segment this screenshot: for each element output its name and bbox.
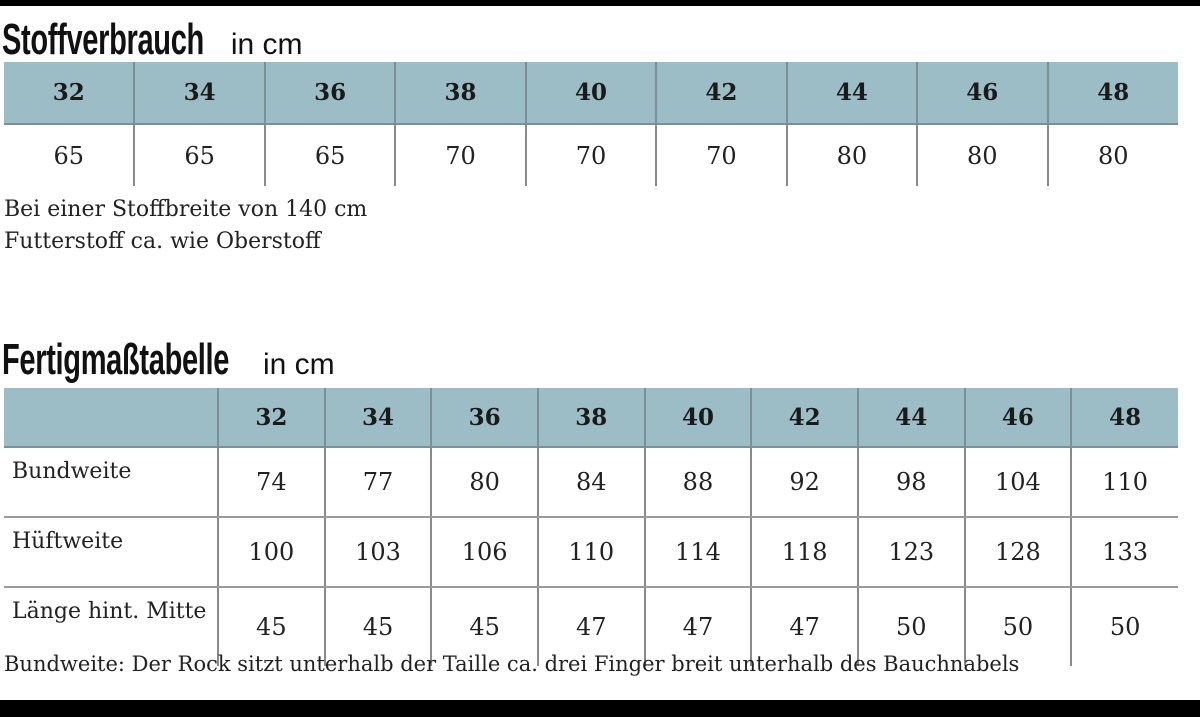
measurement-cell: 92 [751, 447, 859, 518]
fabric-width-note: Bei einer Stoffbreite von 140 cm [4, 197, 368, 222]
table-row: Hüftweite 100 103 106 110 114 118 123 12… [4, 517, 1178, 588]
size-header-cell: 48 [1071, 388, 1178, 448]
measurement-cell: 133 [1071, 517, 1178, 588]
measurement-cell: 80 [431, 447, 539, 518]
table-row: Bundweite 74 77 80 84 88 92 98 104 110 [4, 447, 1178, 518]
measurement-cell: 88 [644, 447, 753, 518]
measurement-cell: 84 [537, 447, 646, 518]
measurement-cell: 74 [218, 447, 326, 518]
measurement-cell: 103 [324, 517, 433, 588]
bottom-border-bar [0, 700, 1200, 717]
size-header-cell: 46 [917, 62, 1049, 125]
measurement-cell: 110 [537, 517, 646, 588]
size-header-cell: 38 [395, 62, 527, 125]
fabric-usage-cell: 65 [264, 124, 397, 186]
row-label: Länge hint. Mitte [4, 587, 219, 666]
row-label: Hüftweite [4, 517, 219, 588]
measurement-cell: 47 [644, 587, 753, 666]
fabric-usage-title: Stoffverbrauch [2, 15, 204, 64]
fabric-usage-unit: in cm [230, 28, 303, 61]
size-header-cell: 38 [537, 388, 646, 448]
fabric-usage-cell: 80 [1097, 141, 1129, 170]
fabric-usage-row: 65 65 65 70 70 70 80 80 80 [4, 124, 1178, 186]
measurement-cell: 50 [964, 587, 1073, 666]
corner-header-cell [4, 388, 219, 448]
lining-note: Futterstoff ca. wie Oberstoff [4, 229, 321, 254]
size-header-cell: 44 [786, 62, 919, 125]
size-header-cell: 42 [751, 388, 859, 448]
measurement-cell: 45 [218, 587, 326, 666]
size-header-cell: 36 [264, 62, 397, 125]
measurement-cell: 47 [751, 587, 859, 666]
fabric-usage-cell: 65 [4, 124, 136, 186]
size-header-cell: 36 [431, 388, 539, 448]
size-header-cell: 32 [4, 62, 136, 125]
top-border-bar [0, 0, 1200, 6]
measurement-cell: 50 [1109, 613, 1141, 641]
size-header-cell: 34 [134, 62, 266, 125]
measurement-cell: 104 [964, 447, 1073, 518]
measurement-cell: 110 [1071, 447, 1178, 518]
measurement-cell: 50 [857, 587, 966, 666]
measurements-size-header-row: 32 34 36 38 40 42 44 46 48 [4, 388, 1178, 448]
fabric-usage-cell: 70 [656, 124, 788, 186]
waistband-footnote: Bundweite: Der Rock sitzt unterhalb der … [4, 652, 1020, 676]
size-header-cell: 32 [218, 388, 326, 448]
measurements-heading: Fertigmaßtabelle in cm [2, 338, 335, 382]
measurement-cell: 118 [751, 517, 859, 588]
measurement-cell: 106 [431, 517, 539, 588]
fabric-size-header-row: 32 34 36 38 40 42 44 46 48 [4, 62, 1178, 125]
measurement-cell: 100 [218, 517, 326, 588]
measurement-cell: 45 [324, 587, 433, 666]
size-header-cell: 34 [324, 388, 433, 448]
fabric-usage-cell: 65 [134, 124, 266, 186]
measurement-cell: 45 [431, 587, 539, 666]
size-header-cell: 48 [1047, 62, 1178, 125]
fabric-usage-cell: 70 [395, 124, 527, 186]
size-header-cell: 40 [644, 388, 753, 448]
table-row: Länge hint. Mitte 45 45 45 47 47 47 50 5… [4, 587, 1178, 666]
measurement-cell: 123 [857, 517, 966, 588]
row-label: Bundweite [4, 447, 219, 518]
size-header-cell: 44 [857, 388, 966, 448]
size-header-cell: 40 [525, 62, 658, 125]
fabric-usage-table: 32 34 36 38 40 42 44 46 48 65 65 65 70 7… [4, 62, 1178, 186]
measurement-cell: 77 [324, 447, 433, 518]
measurements-unit: in cm [262, 348, 335, 381]
fabric-usage-heading: Stoffverbrauch in cm [2, 18, 303, 62]
size-header-cell: 46 [964, 388, 1073, 448]
measurement-cell: 128 [964, 517, 1073, 588]
measurement-cell: 114 [644, 517, 753, 588]
measurements-title: Fertigmaßtabelle [2, 335, 230, 384]
fabric-usage-cell: 80 [786, 124, 919, 186]
measurements-table: 32 34 36 38 40 42 44 46 48 Bundweite 74 … [4, 388, 1178, 666]
fabric-usage-cell: 70 [525, 124, 658, 186]
measurement-cell: 47 [537, 587, 646, 666]
measurement-cell: 98 [857, 447, 966, 518]
size-header-cell: 42 [656, 62, 788, 125]
fabric-usage-cell: 80 [917, 124, 1049, 186]
